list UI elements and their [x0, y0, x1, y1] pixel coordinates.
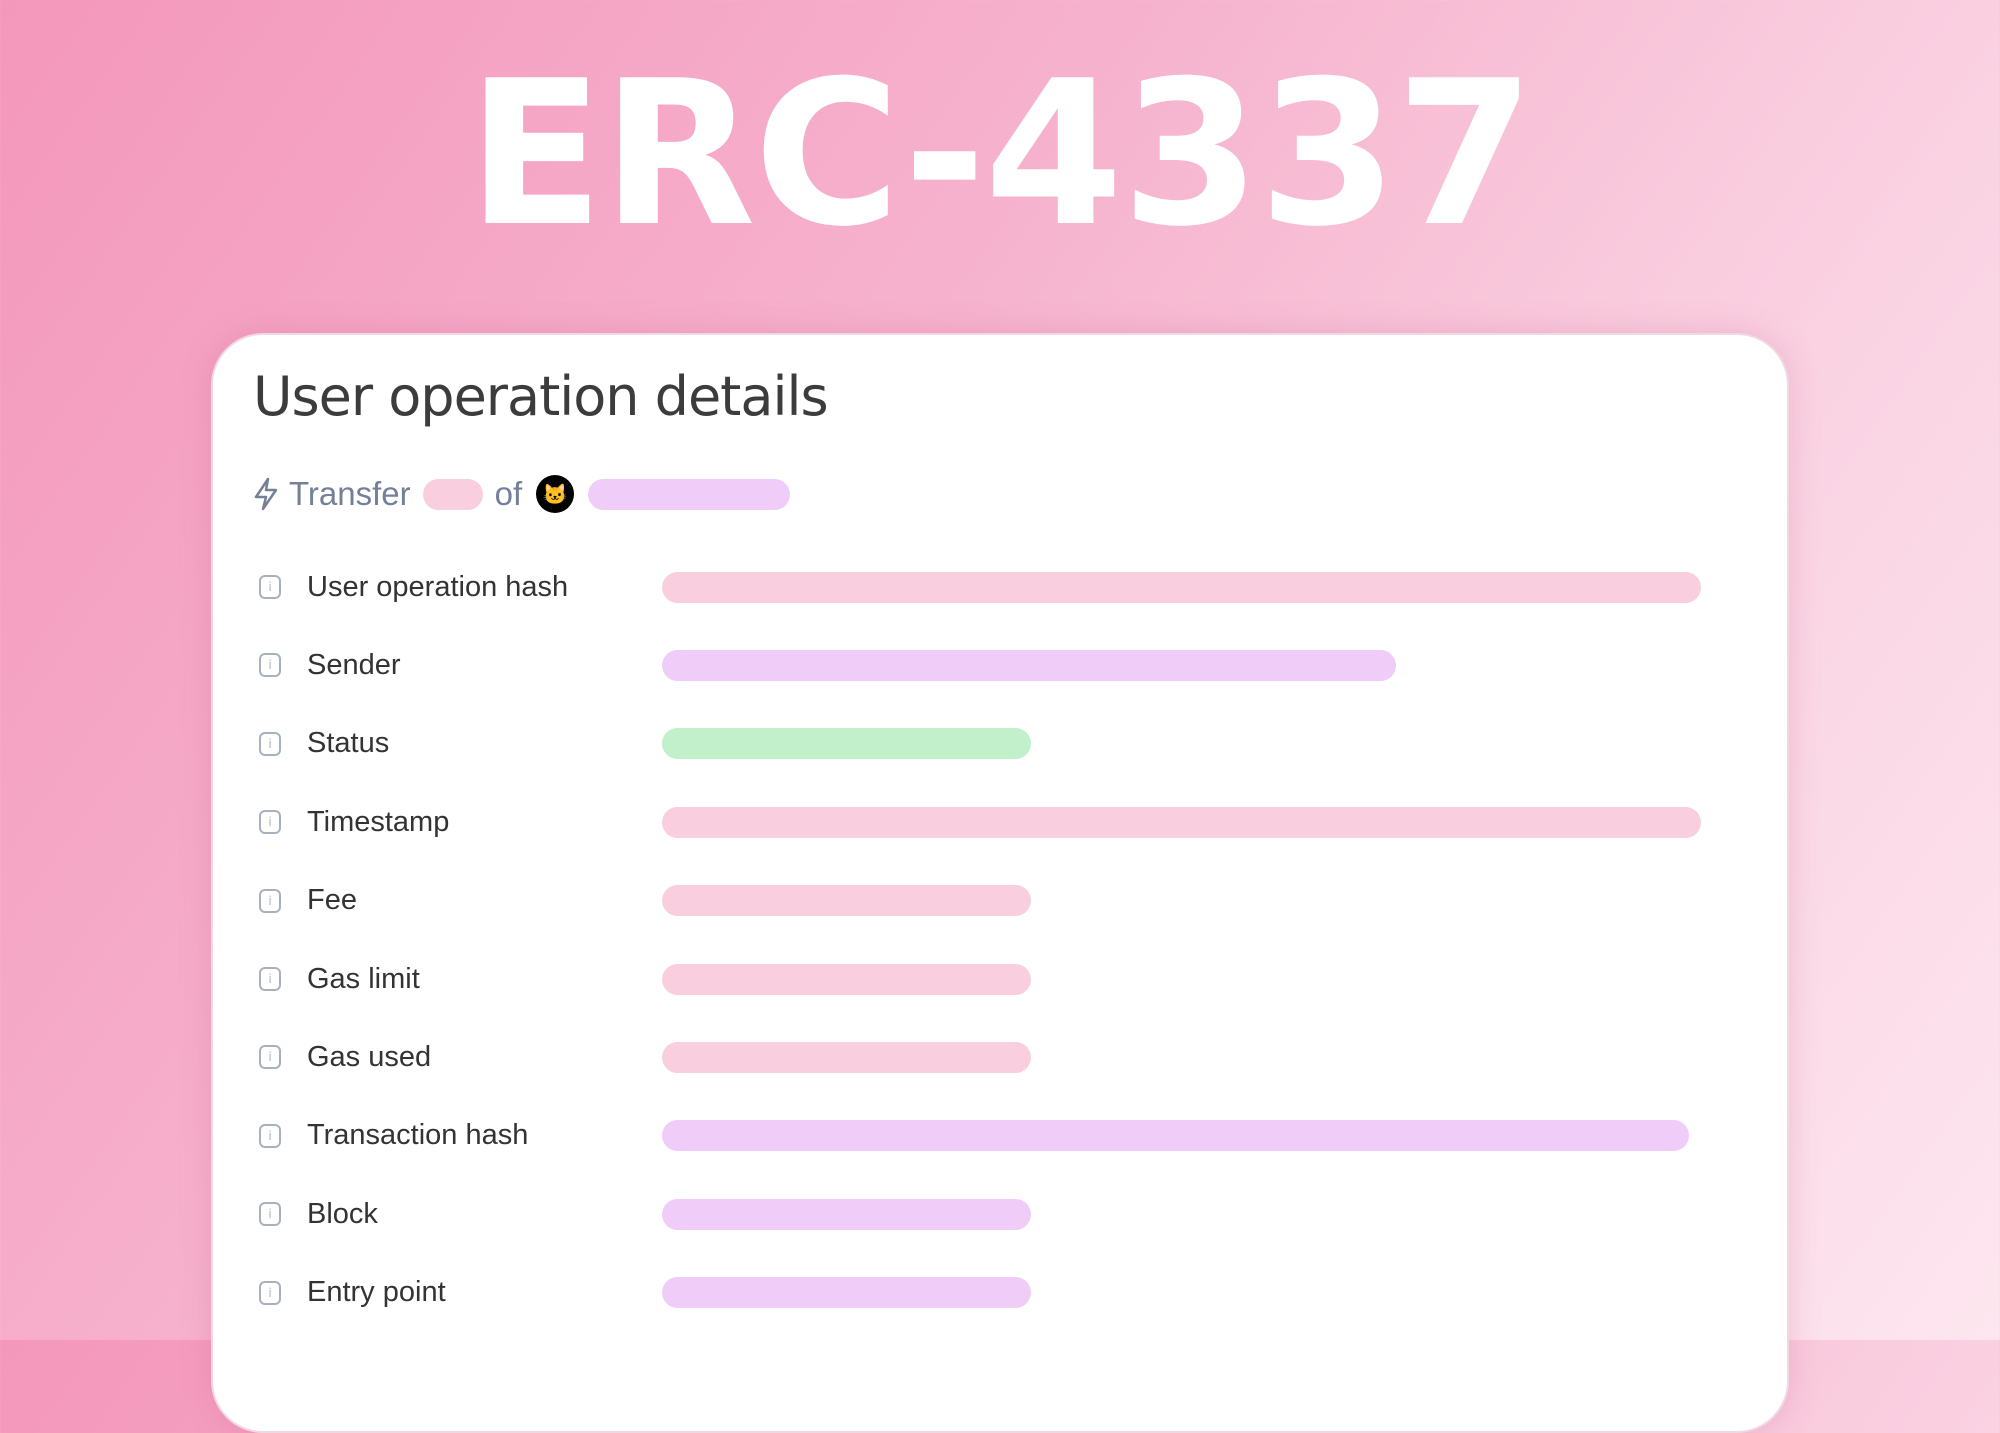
value-placeholder: [662, 963, 1031, 995]
info-icon[interactable]: i: [259, 731, 281, 756]
info-icon[interactable]: i: [259, 653, 281, 678]
info-icon[interactable]: i: [259, 888, 281, 913]
row-label: Block: [307, 1197, 378, 1230]
row-label: Gas used: [307, 1040, 432, 1073]
cat-avatar-icon: 🐱: [536, 475, 575, 513]
row-label: User operation hash: [307, 570, 569, 603]
info-icon[interactable]: i: [259, 1123, 281, 1148]
connector-label: of: [494, 475, 523, 512]
value-placeholder: [662, 571, 1701, 603]
value-placeholder: [662, 1041, 1031, 1073]
action-label: Transfer: [289, 475, 411, 512]
info-icon[interactable]: i: [259, 1045, 281, 1070]
value-placeholder: [662, 728, 1031, 760]
detail-row: i Gas used: [259, 1037, 1759, 1077]
detail-row: i Transaction hash: [259, 1116, 1759, 1156]
detail-row: i Fee: [259, 881, 1759, 921]
value-placeholder: [662, 885, 1031, 917]
amount-placeholder: [422, 478, 483, 510]
value-placeholder: [662, 1198, 1031, 1230]
value-placeholder: [662, 806, 1701, 838]
detail-row: i Block: [259, 1194, 1759, 1234]
info-icon[interactable]: i: [259, 810, 281, 835]
token-placeholder: [588, 478, 791, 510]
info-icon[interactable]: i: [259, 967, 281, 991]
info-icon[interactable]: i: [259, 1202, 281, 1227]
info-icon[interactable]: i: [259, 575, 281, 599]
row-label: Fee: [307, 884, 357, 917]
detail-row: i Status: [259, 724, 1759, 764]
row-label: Status: [307, 727, 390, 760]
detail-row: i Sender: [259, 645, 1759, 685]
lightning-icon: [254, 477, 278, 511]
detail-row: i Timestamp: [259, 802, 1759, 842]
detail-row: i Entry point: [259, 1273, 1759, 1313]
row-label: Gas limit: [307, 962, 420, 995]
row-label: Transaction hash: [307, 1119, 529, 1152]
user-operation-card: User operation details Transfer of 🐱 i Us…: [211, 333, 1789, 1433]
info-icon[interactable]: i: [259, 1280, 281, 1305]
value-placeholder: [662, 649, 1396, 681]
page-title: User operation details: [253, 365, 829, 428]
hero-title: ERC-4337: [467, 38, 1535, 271]
value-placeholder: [662, 1120, 1689, 1152]
row-label: Sender: [307, 648, 401, 681]
detail-row: i User operation hash: [259, 567, 1759, 607]
detail-row: i Gas limit: [259, 959, 1759, 999]
row-label: Entry point: [307, 1276, 446, 1309]
operation-summary: Transfer of 🐱: [253, 473, 791, 515]
row-label: Timestamp: [307, 805, 450, 838]
value-placeholder: [662, 1277, 1031, 1309]
